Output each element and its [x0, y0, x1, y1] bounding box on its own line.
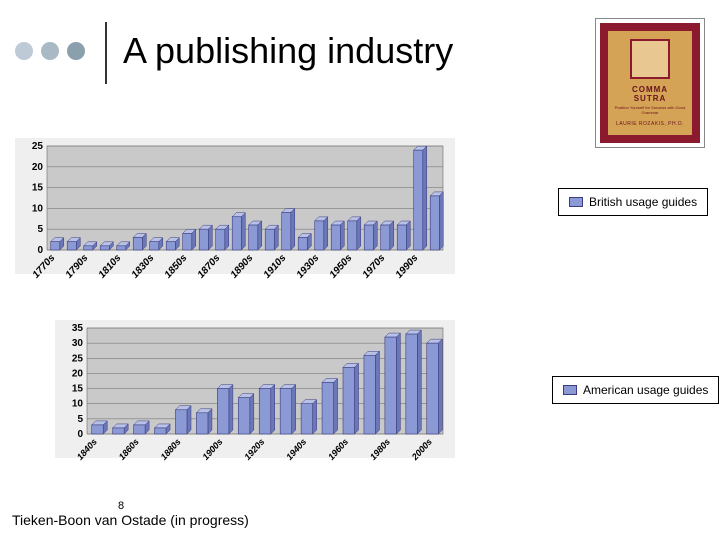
american-chart: 051015202530351840s1860s1880s1900s1920s1… [55, 320, 455, 488]
footer-credit: Tieken-Boon van Ostade (in progress) [12, 512, 249, 528]
dot-1 [15, 42, 33, 60]
svg-text:15: 15 [32, 183, 44, 194]
header-divider [105, 22, 107, 84]
svg-text:25: 25 [32, 141, 44, 152]
book-cover: COMMA SUTRA Position Yourself for Succes… [595, 18, 705, 148]
svg-text:10: 10 [72, 399, 84, 410]
svg-text:20: 20 [72, 368, 84, 379]
british-chart: 05101520251770s1790s1810s1830s1850s1870s… [15, 138, 455, 304]
british-legend: British usage guides [558, 188, 708, 216]
page-title: A publishing industry [123, 30, 453, 72]
header-dots [15, 42, 85, 60]
american-legend-label: American usage guides [583, 383, 708, 397]
svg-text:10: 10 [32, 203, 44, 214]
book-subtitle: Position Yourself for Success with Good … [608, 105, 692, 115]
svg-text:35: 35 [72, 323, 84, 334]
page-number: 8 [118, 500, 124, 512]
svg-text:5: 5 [37, 224, 43, 235]
svg-text:25: 25 [72, 353, 84, 364]
dot-3 [67, 42, 85, 60]
svg-text:30: 30 [72, 338, 84, 349]
book-title-1: COMMA [632, 85, 668, 94]
book-author: LAURIE ROZAKIS, PH.D. [616, 121, 684, 127]
legend-swatch-icon [569, 197, 583, 207]
svg-text:20: 20 [32, 162, 44, 173]
dot-2 [41, 42, 59, 60]
svg-text:5: 5 [77, 414, 83, 425]
american-legend: American usage guides [552, 376, 719, 404]
svg-text:15: 15 [72, 384, 84, 395]
legend-swatch-icon [563, 385, 577, 395]
book-title-2: SUTRA [634, 94, 667, 103]
svg-text:0: 0 [37, 245, 43, 256]
british-legend-label: British usage guides [589, 195, 697, 209]
svg-text:0: 0 [77, 429, 83, 440]
